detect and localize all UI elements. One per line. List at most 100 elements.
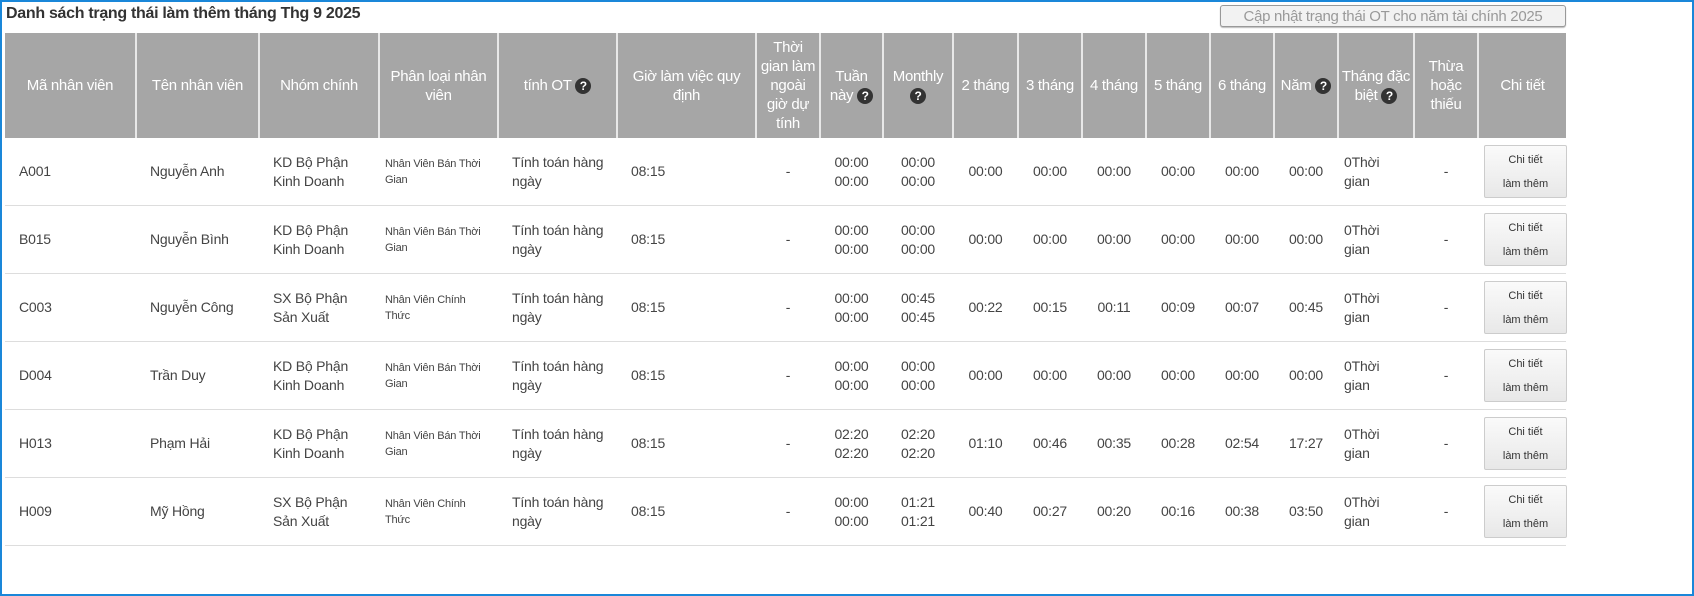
- three-months-cell: 00:15: [1018, 273, 1082, 342]
- six-months-cell: 00:00: [1210, 205, 1274, 274]
- table-row: H013 Phạm Hải KD Bộ Phận Kinh Doanh Nhân Vi…: [5, 409, 1567, 478]
- monthly-value: 02:20: [900, 425, 936, 442]
- column-header-label: Chi tiết: [1500, 77, 1545, 94]
- regular-hours-cell: 08:15: [617, 409, 756, 478]
- six-months-cell: 02:54: [1210, 409, 1274, 478]
- this-week-value: 02:20: [834, 425, 869, 442]
- this-week-value: 00:00: [834, 376, 869, 393]
- button-label: làm thêm: [1502, 177, 1549, 190]
- column-header-label: Nhóm chính: [280, 77, 358, 94]
- column-header: 2 tháng: [953, 33, 1019, 138]
- monthly-cell: 00:00 00:00: [883, 138, 953, 206]
- ot-calculation-cell: Tính toán hàng ngày: [498, 205, 617, 274]
- monthly-value: 00:00: [900, 376, 936, 393]
- column-header: Monthly ?: [883, 33, 954, 138]
- button-label: Chi tiết: [1508, 221, 1543, 234]
- column-header: Chi tiết: [1478, 33, 1566, 138]
- two-months-cell: 00:22: [953, 273, 1018, 342]
- update-ot-status-button[interactable]: Cập nhật trạng thái OT cho năm tài chính…: [1220, 5, 1566, 27]
- year-cell: 00:45: [1274, 273, 1338, 342]
- column-header-label: 3 tháng: [1026, 77, 1074, 94]
- four-months-cell: 00:11: [1082, 273, 1146, 342]
- employee-id-cell: D004: [5, 341, 136, 410]
- overtime-detail-button[interactable]: Chi tiết làm thêm: [1484, 349, 1567, 402]
- this-week-cell: 00:00 00:00: [820, 138, 883, 206]
- overtime-detail-button[interactable]: Chi tiết làm thêm: [1484, 145, 1567, 198]
- this-week-cell: 00:00 00:00: [820, 341, 883, 410]
- estimated-overtime-cell: -: [756, 205, 820, 274]
- employee-name-cell: Mỹ Hồng: [136, 477, 259, 546]
- employee-type-cell: Nhân Viên Bán Thời Gian: [379, 409, 498, 478]
- button-label: làm thêm: [1502, 381, 1549, 394]
- help-icon[interactable]: ?: [910, 87, 926, 104]
- this-week-value: 00:00: [834, 357, 869, 374]
- column-header-label: Phân loại nhân viên: [390, 67, 487, 104]
- estimated-overtime-cell: -: [756, 138, 820, 206]
- monthly-cell: 00:45 00:45: [883, 273, 953, 342]
- main-group-cell: KD Bộ Phận Kinh Doanh: [259, 205, 379, 274]
- three-months-cell: 00:46: [1018, 409, 1082, 478]
- three-months-cell: 00:00: [1018, 341, 1082, 410]
- help-icon[interactable]: ?: [857, 87, 874, 104]
- help-icon[interactable]: ?: [1381, 87, 1398, 104]
- column-header: Tên nhân viên: [136, 33, 260, 138]
- button-label: làm thêm: [1502, 313, 1549, 326]
- main-group-cell: SX Bộ Phận Sản Xuất: [259, 273, 379, 342]
- button-label: làm thêm: [1502, 449, 1549, 462]
- column-header-label: Giờ làm việc quy định: [632, 67, 741, 104]
- regular-hours-cell: 08:15: [617, 138, 756, 206]
- employee-name-cell: Phạm Hải: [136, 409, 259, 478]
- surplus-deficit-cell: -: [1414, 409, 1478, 478]
- two-months-cell: 00:00: [953, 138, 1018, 206]
- button-label: Chi tiết: [1508, 153, 1543, 166]
- this-week-value: 00:00: [834, 493, 869, 510]
- column-header-label: Thừa hoặc thiếu: [1428, 58, 1464, 113]
- estimated-overtime-cell: -: [756, 409, 820, 478]
- overtime-detail-button[interactable]: Chi tiết làm thêm: [1484, 485, 1567, 538]
- help-icon[interactable]: ?: [1315, 78, 1332, 95]
- three-months-cell: 00:27: [1018, 477, 1082, 546]
- employee-id-cell: B015: [5, 205, 136, 274]
- surplus-deficit-cell: -: [1414, 477, 1478, 546]
- monthly-value: 00:45: [900, 308, 936, 325]
- column-header-label: Năm: [1280, 77, 1312, 94]
- this-week-value: 00:00: [834, 512, 869, 529]
- overtime-detail-button[interactable]: Chi tiết làm thêm: [1484, 213, 1567, 266]
- detail-cell: Chi tiết làm thêm: [1478, 341, 1567, 410]
- five-months-cell: 00:00: [1146, 205, 1210, 274]
- detail-cell: Chi tiết làm thêm: [1478, 138, 1567, 206]
- help-icon[interactable]: ?: [575, 78, 592, 95]
- employee-name-cell: Nguyễn Bình: [136, 205, 259, 274]
- column-header-label: Tuần này: [829, 67, 868, 104]
- monthly-value: 00:00: [900, 221, 936, 238]
- main-group-cell: KD Bộ Phận Kinh Doanh: [259, 138, 379, 206]
- regular-hours-cell: 08:15: [617, 205, 756, 274]
- monthly-cell: 00:00 00:00: [883, 341, 953, 410]
- column-header-label: tính OT: [523, 77, 572, 94]
- employee-id-cell: A001: [5, 138, 136, 206]
- four-months-cell: 00:35: [1082, 409, 1146, 478]
- year-cell: 00:00: [1274, 138, 1338, 206]
- column-header: Mã nhân viên: [5, 33, 137, 138]
- year-cell: 03:50: [1274, 477, 1338, 546]
- two-months-cell: 01:10: [953, 409, 1018, 478]
- employee-name-cell: Nguyễn Công: [136, 273, 259, 342]
- overtime-detail-button[interactable]: Chi tiết làm thêm: [1484, 281, 1567, 334]
- main-group-cell: KD Bộ Phận Kinh Doanh: [259, 341, 379, 410]
- special-month-cell: 0Thời gian: [1338, 138, 1414, 206]
- monthly-cell: 00:00 00:00: [883, 205, 953, 274]
- column-header: Năm ?: [1274, 33, 1339, 138]
- detail-cell: Chi tiết làm thêm: [1478, 409, 1567, 478]
- column-header: Thời gian làm ngoài giờ dự tính: [756, 33, 821, 138]
- button-label: Chi tiết: [1508, 493, 1543, 506]
- button-label: Chi tiết: [1508, 289, 1543, 302]
- employee-name-cell: Nguyễn Anh: [136, 138, 259, 206]
- this-week-value: 00:00: [834, 221, 869, 238]
- overtime-detail-button[interactable]: Chi tiết làm thêm: [1484, 417, 1567, 470]
- two-months-cell: 00:00: [953, 205, 1018, 274]
- button-label: làm thêm: [1502, 245, 1549, 258]
- detail-cell: Chi tiết làm thêm: [1478, 273, 1567, 342]
- five-months-cell: 00:09: [1146, 273, 1210, 342]
- this-week-cell: 00:00 00:00: [820, 477, 883, 546]
- special-month-cell: 0Thời gian: [1338, 477, 1414, 546]
